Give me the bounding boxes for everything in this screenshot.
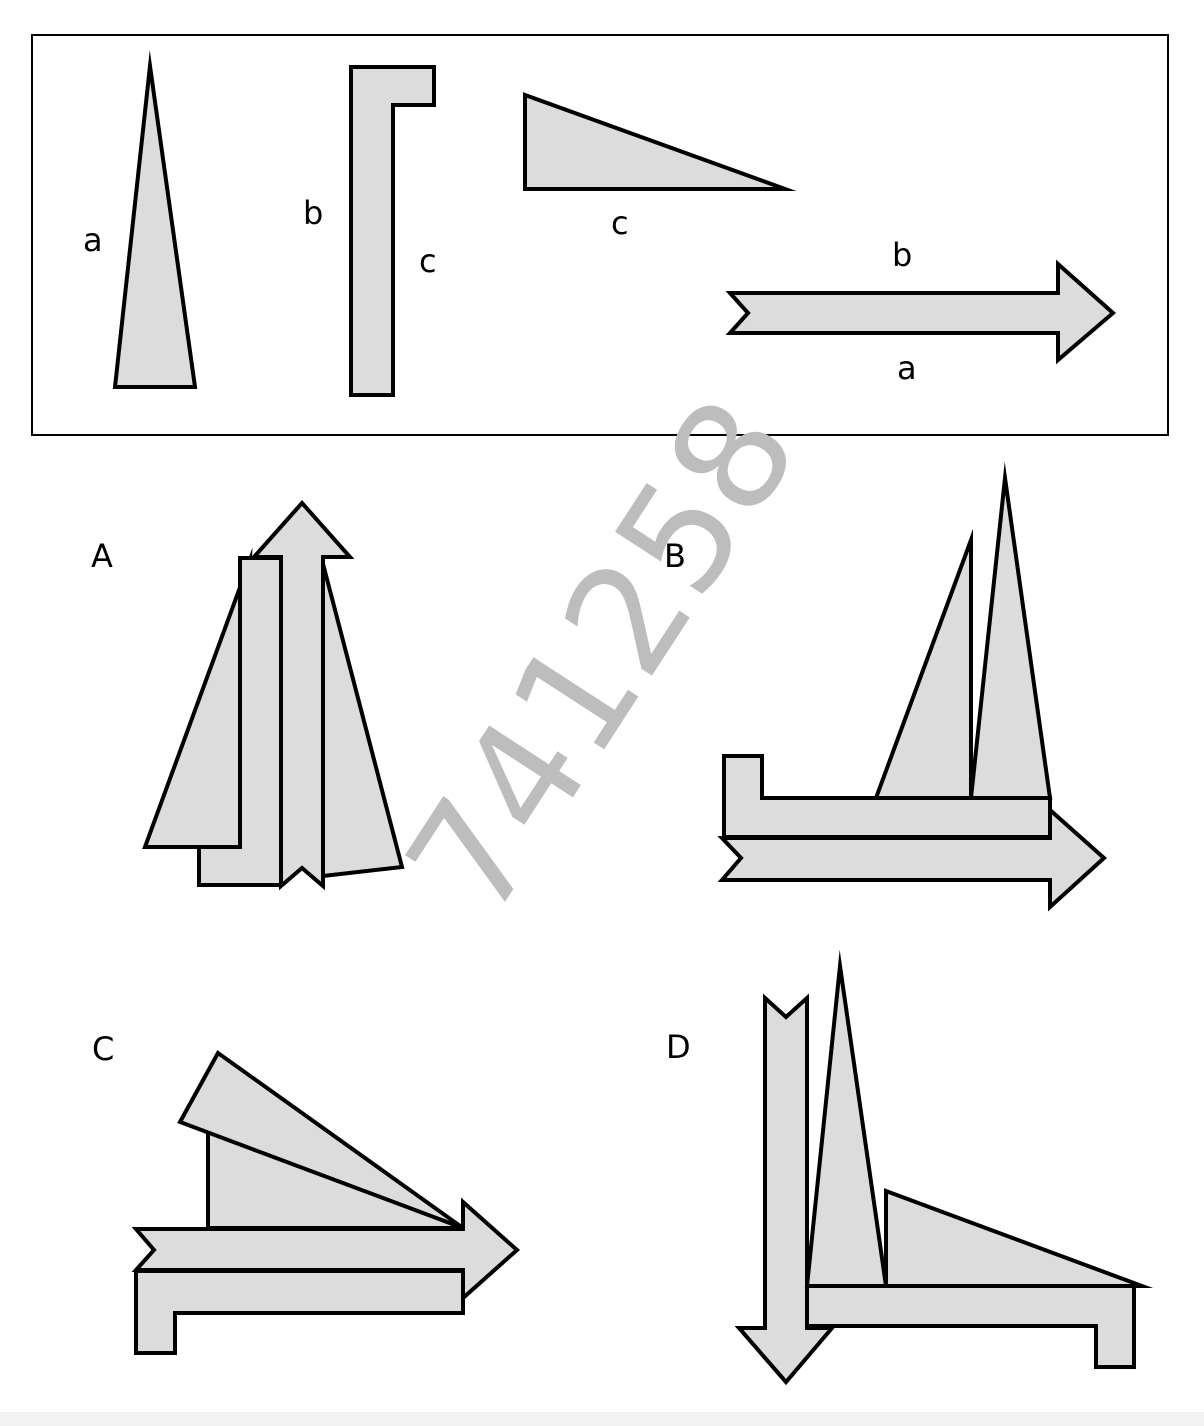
label-right-triangle-c: c	[611, 204, 629, 242]
bottom-strip	[0, 1412, 1204, 1426]
option-d[interactable]: D	[666, 949, 1154, 1386]
option-b[interactable]: B	[664, 461, 1107, 912]
option-b-right-triangle	[873, 528, 973, 800]
tall-triangle-piece	[112, 49, 198, 389]
reference-frame	[31, 34, 1169, 436]
label-arrow-a: a	[897, 349, 917, 387]
option-d-tall-triangle	[804, 949, 889, 1288]
option-a-left-triangle	[142, 547, 253, 849]
option-b-tall-triangle	[968, 461, 1053, 800]
option-a-label: A	[91, 537, 113, 575]
option-d-label: D	[666, 1028, 691, 1066]
label-tall-triangle-a: a	[83, 221, 103, 259]
option-d-l-bar	[805, 1284, 1136, 1369]
option-c[interactable]: C	[92, 1030, 521, 1355]
option-a-arrow	[249, 499, 355, 891]
option-c-l-bar	[134, 1269, 465, 1355]
option-b-label: B	[664, 537, 686, 575]
option-c-label: C	[92, 1030, 114, 1068]
arrow-piece	[725, 259, 1117, 365]
option-c-tall-triangle	[177, 1050, 477, 1236]
reference-pieces-panel: a b c c b a	[31, 34, 1169, 436]
label-arrow-b: b	[892, 236, 912, 274]
label-l-bar-c: c	[419, 242, 437, 280]
option-a[interactable]: A	[91, 499, 405, 891]
option-d-right-triangle	[884, 1188, 1154, 1288]
l-bar-piece	[349, 65, 436, 397]
label-l-bar-b: b	[303, 194, 323, 232]
right-triangle-piece	[523, 92, 797, 191]
